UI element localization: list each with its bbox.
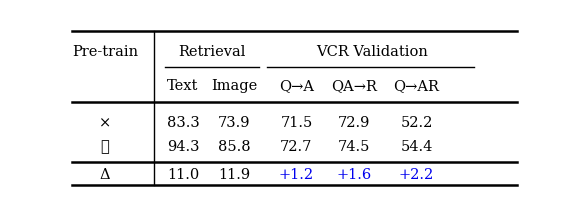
Text: 72.7: 72.7 [280, 140, 313, 155]
Text: 85.8: 85.8 [218, 140, 250, 155]
Text: 71.5: 71.5 [280, 116, 312, 130]
Text: 94.3: 94.3 [166, 140, 199, 155]
Text: 52.2: 52.2 [400, 116, 433, 130]
Text: Image: Image [211, 79, 257, 93]
Text: Δ: Δ [100, 168, 110, 182]
Text: Q→AR: Q→AR [394, 79, 440, 93]
Text: QA→R: QA→R [331, 79, 377, 93]
Text: 83.3: 83.3 [166, 116, 199, 130]
Text: Text: Text [167, 79, 199, 93]
Text: 11.0: 11.0 [167, 168, 199, 182]
Text: ×: × [99, 116, 111, 130]
Text: 73.9: 73.9 [218, 116, 250, 130]
Text: 72.9: 72.9 [338, 116, 370, 130]
Text: 74.5: 74.5 [338, 140, 370, 155]
Text: 54.4: 54.4 [400, 140, 433, 155]
Text: VCR Validation: VCR Validation [316, 45, 428, 59]
Text: Q→A: Q→A [279, 79, 314, 93]
Text: Pre-train: Pre-train [72, 45, 138, 59]
Text: +1.2: +1.2 [279, 168, 314, 182]
Text: +1.6: +1.6 [336, 168, 372, 182]
Text: +2.2: +2.2 [399, 168, 434, 182]
Text: Retrieval: Retrieval [178, 45, 246, 59]
Text: 11.9: 11.9 [218, 168, 250, 182]
Text: ✓: ✓ [101, 140, 110, 155]
